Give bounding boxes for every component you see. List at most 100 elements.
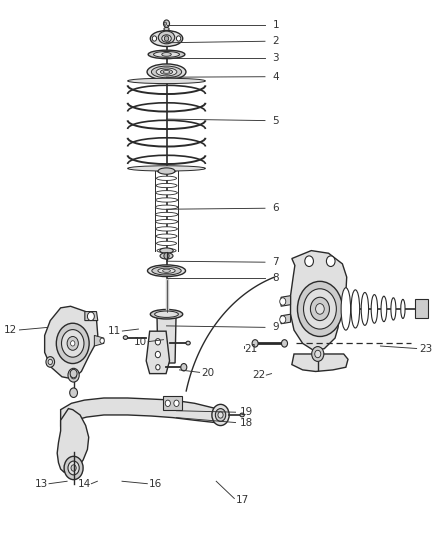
Ellipse shape bbox=[156, 183, 177, 188]
Polygon shape bbox=[292, 354, 348, 372]
Text: 12: 12 bbox=[4, 325, 18, 335]
Ellipse shape bbox=[160, 69, 173, 74]
Text: 17: 17 bbox=[236, 495, 249, 505]
Circle shape bbox=[174, 400, 179, 407]
Circle shape bbox=[280, 316, 286, 323]
Polygon shape bbox=[281, 314, 290, 324]
Circle shape bbox=[68, 368, 79, 382]
Text: 20: 20 bbox=[201, 368, 214, 377]
Ellipse shape bbox=[157, 248, 176, 253]
Ellipse shape bbox=[148, 50, 185, 59]
Ellipse shape bbox=[163, 70, 170, 73]
Circle shape bbox=[280, 298, 286, 305]
Ellipse shape bbox=[155, 220, 177, 224]
Circle shape bbox=[315, 350, 321, 358]
Circle shape bbox=[177, 36, 181, 41]
Polygon shape bbox=[45, 306, 98, 379]
Ellipse shape bbox=[155, 212, 178, 216]
Circle shape bbox=[252, 340, 258, 347]
Circle shape bbox=[64, 456, 83, 480]
Circle shape bbox=[67, 336, 78, 350]
Circle shape bbox=[164, 22, 166, 25]
Ellipse shape bbox=[152, 266, 181, 275]
Circle shape bbox=[156, 365, 160, 370]
Circle shape bbox=[152, 36, 156, 41]
Text: 11: 11 bbox=[108, 326, 121, 336]
Ellipse shape bbox=[155, 311, 178, 317]
Circle shape bbox=[164, 36, 169, 41]
Ellipse shape bbox=[371, 295, 378, 323]
Polygon shape bbox=[290, 251, 347, 350]
Circle shape bbox=[316, 304, 324, 314]
Text: 5: 5 bbox=[272, 116, 279, 126]
Ellipse shape bbox=[156, 68, 177, 76]
Polygon shape bbox=[281, 296, 290, 306]
Circle shape bbox=[48, 359, 53, 365]
Ellipse shape bbox=[155, 227, 177, 231]
Ellipse shape bbox=[156, 176, 177, 180]
Polygon shape bbox=[94, 335, 104, 346]
Circle shape bbox=[311, 297, 329, 320]
Ellipse shape bbox=[162, 53, 171, 56]
Circle shape bbox=[164, 253, 169, 259]
Circle shape bbox=[305, 256, 314, 266]
Circle shape bbox=[71, 372, 77, 379]
Bar bbox=[415, 300, 427, 318]
Circle shape bbox=[70, 369, 77, 378]
Text: 3: 3 bbox=[272, 53, 279, 63]
Ellipse shape bbox=[381, 296, 387, 321]
Ellipse shape bbox=[157, 169, 176, 173]
Circle shape bbox=[163, 20, 170, 27]
Text: 9: 9 bbox=[272, 322, 279, 333]
Ellipse shape bbox=[155, 205, 178, 209]
Circle shape bbox=[304, 289, 336, 329]
Text: 2: 2 bbox=[272, 36, 279, 46]
Ellipse shape bbox=[164, 27, 169, 30]
Ellipse shape bbox=[147, 64, 186, 80]
Circle shape bbox=[212, 405, 229, 425]
Ellipse shape bbox=[158, 268, 175, 273]
Ellipse shape bbox=[240, 413, 244, 417]
Text: 4: 4 bbox=[272, 71, 279, 82]
Bar bbox=[163, 397, 182, 410]
Polygon shape bbox=[85, 312, 98, 320]
Ellipse shape bbox=[124, 336, 127, 340]
Ellipse shape bbox=[160, 253, 173, 259]
Circle shape bbox=[88, 312, 94, 320]
Ellipse shape bbox=[155, 191, 177, 195]
Text: 10: 10 bbox=[134, 337, 147, 347]
Text: 18: 18 bbox=[240, 418, 253, 428]
Ellipse shape bbox=[158, 168, 175, 174]
Circle shape bbox=[68, 461, 79, 475]
Circle shape bbox=[61, 329, 84, 357]
Circle shape bbox=[282, 340, 287, 347]
Text: 8: 8 bbox=[272, 273, 279, 283]
Circle shape bbox=[57, 323, 89, 364]
Text: 23: 23 bbox=[419, 344, 433, 354]
Ellipse shape bbox=[341, 288, 350, 330]
Circle shape bbox=[70, 388, 78, 398]
Ellipse shape bbox=[158, 31, 175, 44]
Polygon shape bbox=[146, 331, 170, 374]
Ellipse shape bbox=[156, 234, 177, 238]
Text: 16: 16 bbox=[149, 479, 162, 489]
Circle shape bbox=[155, 351, 160, 358]
Polygon shape bbox=[57, 409, 89, 472]
Ellipse shape bbox=[127, 78, 205, 84]
Ellipse shape bbox=[391, 298, 396, 320]
Circle shape bbox=[71, 465, 76, 471]
Ellipse shape bbox=[401, 300, 405, 318]
Ellipse shape bbox=[148, 265, 186, 277]
Text: 13: 13 bbox=[35, 479, 48, 489]
Circle shape bbox=[297, 281, 343, 336]
Ellipse shape bbox=[162, 35, 171, 42]
Text: 6: 6 bbox=[272, 203, 279, 213]
Polygon shape bbox=[157, 317, 176, 363]
Text: 21: 21 bbox=[244, 344, 258, 354]
Text: 7: 7 bbox=[272, 257, 279, 267]
Text: 1: 1 bbox=[272, 20, 279, 30]
Circle shape bbox=[165, 400, 170, 407]
Circle shape bbox=[218, 412, 223, 418]
Ellipse shape bbox=[351, 290, 360, 328]
Ellipse shape bbox=[361, 293, 368, 325]
